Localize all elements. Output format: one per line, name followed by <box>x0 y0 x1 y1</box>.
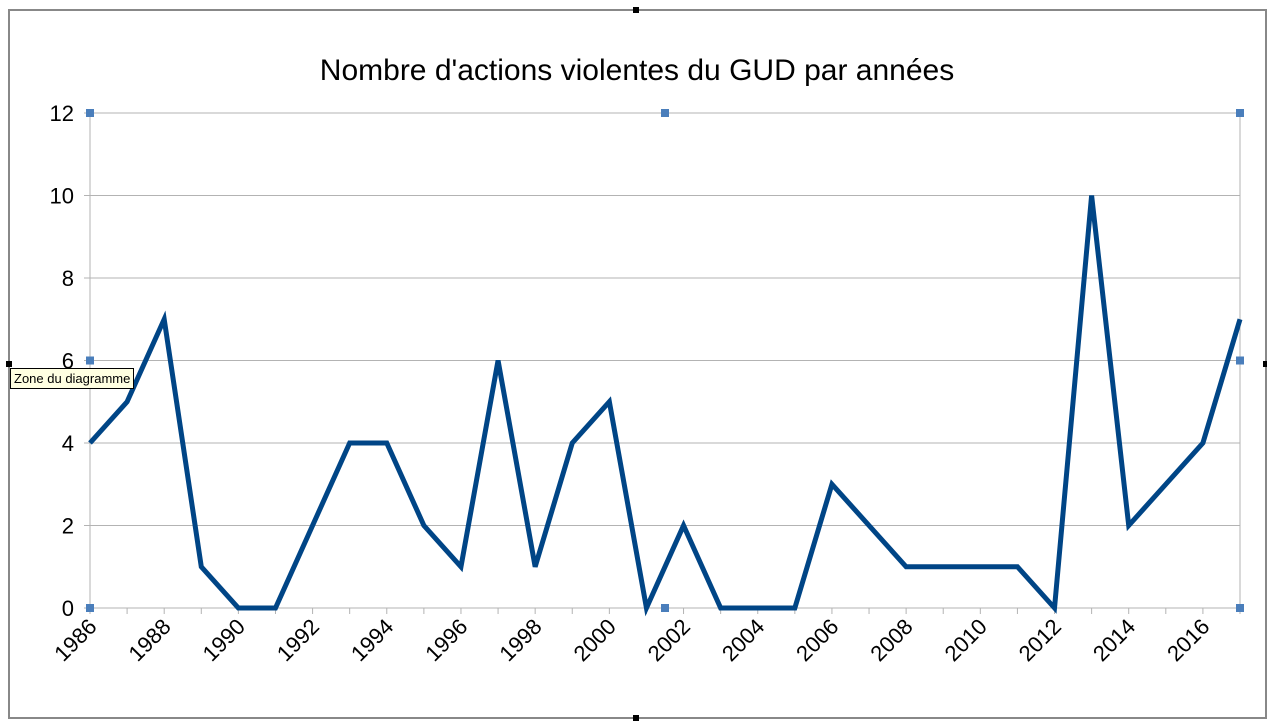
selection-handle <box>86 356 94 365</box>
selection-handle <box>86 109 94 117</box>
selection-handle <box>1236 604 1244 612</box>
tooltip: Zone du diagramme <box>10 368 135 389</box>
y-tick-label: 8 <box>62 266 74 291</box>
y-tick-label: 10 <box>50 184 74 209</box>
frame-handle <box>633 715 639 721</box>
line-series <box>88 195 1243 617</box>
chart-title: Nombre d'actions violentes du GUD par an… <box>320 54 954 87</box>
selection-handle <box>1236 356 1244 365</box>
y-tick-label: 12 <box>50 101 74 126</box>
frame-handle <box>6 361 12 367</box>
y-tick-label: 2 <box>62 514 74 539</box>
frame-handle <box>633 7 639 13</box>
selection-handle <box>1236 109 1244 117</box>
y-tick-label: 6 <box>62 349 74 374</box>
y-tick-label: 0 <box>62 596 74 621</box>
selection-handle <box>86 604 94 612</box>
selection-handle <box>661 604 669 612</box>
frame-handle <box>1263 361 1267 367</box>
y-tick-label: 4 <box>62 431 74 456</box>
selection-handle <box>661 109 669 117</box>
